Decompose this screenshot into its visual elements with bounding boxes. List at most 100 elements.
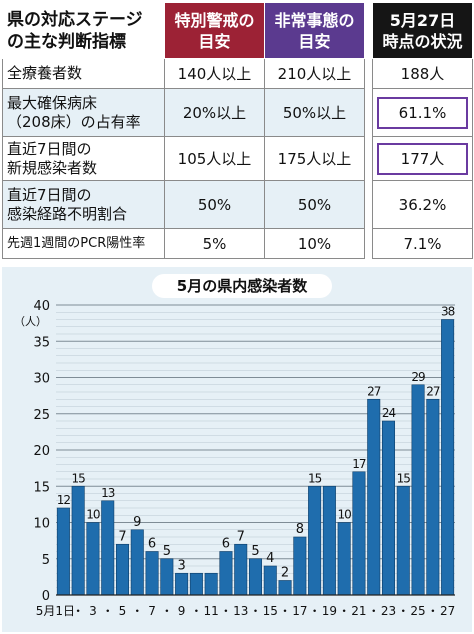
y-tick-label: 25 [33,408,50,423]
bar-value-label: 7 [118,529,126,544]
x-tick-label: 13 [233,604,248,618]
bar [175,572,189,596]
header-special-alert: 特別警戒の 目安 [164,2,265,59]
column-gap [364,228,373,259]
bar-value-label: 5 [163,544,171,559]
bar-value-label: 15 [308,471,322,485]
table-header-row: 県の対応ステージ の主な判断指標 特別警戒の 目安 非常事態の 目安 5月27日… [2,2,473,59]
y-tick-label: 40 [33,299,50,314]
x-tick-separator: ・ [427,604,439,618]
x-tick-separator: ・ [397,604,409,618]
bar-value-label: 38 [441,305,455,319]
column-gap [364,58,373,89]
x-tick-separator: ・ [338,604,350,618]
current-value-highlighted: 61.1% [377,96,468,129]
header-label-line: 県の対応ステージ [7,9,143,30]
bar-value-label: 17 [352,457,366,471]
header-current-line: 時点の状況 [382,31,463,51]
bar-value-label: 15 [72,471,86,485]
bar [367,398,381,596]
special-threshold: 140人以上 [164,58,265,89]
x-tick-label: 7 [148,604,156,618]
table-row: 全療養者数 140人以上 210人以上 188人 [2,58,473,89]
bar-value-label: 10 [338,508,352,522]
current-value-text: 36.2% [398,195,447,214]
x-tick-label: 3 [89,604,97,618]
row-label: 最大確保病床 （208床）の占有率 [2,88,165,137]
header-special-line: 目安 [198,31,231,51]
bar [411,384,425,596]
bar [145,551,159,596]
y-tick-label: 5 [42,553,50,568]
x-tick-separator: ・ [190,604,202,618]
stage-indicator-table: 県の対応ステージ の主な判断指標 特別警戒の 目安 非常事態の 目安 5月27日… [2,2,473,259]
bar [308,485,322,596]
emergency-threshold: 50%以上 [264,88,365,137]
y-axis-label: （人） [14,315,47,328]
bar [278,580,292,596]
y-tick-label: 15 [33,480,50,495]
x-tick-label: 5月1日 [36,604,75,618]
x-tick-label: 17 [292,604,307,618]
current-value: 36.2% [372,180,473,229]
emergency-threshold: 210人以上 [264,58,365,89]
x-tick-separator: ・ [368,604,380,618]
bar [337,522,351,596]
bar [396,485,410,596]
column-gap [364,136,373,181]
row-label: 全療養者数 [2,58,165,89]
bar-value-label: 12 [57,493,71,507]
bar [234,543,248,596]
bar-value-label: 13 [101,486,115,500]
x-tick-separator: ・ [220,604,232,618]
x-tick-separator: ・ [249,604,261,618]
x-tick-label: 25 [410,604,425,618]
header-emergency-line: 非常事態の [274,10,355,30]
row-label: 先週1週間のPCR陽性率 [2,228,165,259]
header-label-line: の主な判断指標 [7,31,126,52]
y-tick-label: 0 [42,589,50,604]
x-tick-label: 5 [119,604,127,618]
bar-value-label: 3 [177,558,185,573]
bar-value-label: 29 [411,370,425,384]
chart-title: 5月の県内感染者数 [152,274,332,298]
row-label-line: （208床）の占有率 [7,112,141,131]
daily-cases-chart: 0 5 10 15 20 25 30 35 40 （人） 12 15 10 13 7 9 6 5 3 6 7 5 4 2 8 15… [2,267,472,632]
row-label-line: 感染経路不明割合 [7,204,128,223]
bar-value-label: 7 [237,529,245,544]
header-emergency-line: 目安 [298,31,331,51]
header-current-status: 5月27日 時点の状況 [372,2,473,59]
x-tick-separator: ・ [131,604,143,618]
bar [441,319,455,596]
current-value-text: 188人 [400,65,445,83]
row-label: 直近7日間の 感染経路不明割合 [2,180,165,229]
bar [71,485,85,596]
y-tick-label: 35 [33,335,50,350]
current-value-text: 7.1% [403,234,442,253]
bar [426,398,440,596]
x-tick-label: 23 [381,604,396,618]
table-row: 直近7日間の 感染経路不明割合 50% 50% 36.2% [2,180,473,229]
row-label-line: 先週1週間のPCR陽性率 [7,236,146,251]
bar [381,420,396,596]
header-indicator-label: 県の対応ステージ の主な判断指標 [2,2,165,59]
bar [56,507,70,596]
x-tick-separator: ・ [102,604,114,618]
emergency-threshold: 50% [264,180,365,229]
table-row: 最大確保病床 （208床）の占有率 20%以上 50%以上 61.1% [2,88,473,137]
y-tick-label: 30 [33,372,50,387]
special-threshold: 105人以上 [164,136,265,181]
bar [130,529,144,596]
row-label: 直近7日間の 新規感染者数 [2,136,165,181]
bar [204,572,218,596]
header-emergency: 非常事態の 目安 [264,2,365,59]
bar [352,471,366,596]
bar [219,551,233,596]
x-tick-separator: ・ [279,604,291,618]
bar [115,543,130,596]
bar [293,536,307,596]
bar [248,558,263,596]
x-tick-separator: ・ [161,604,173,618]
